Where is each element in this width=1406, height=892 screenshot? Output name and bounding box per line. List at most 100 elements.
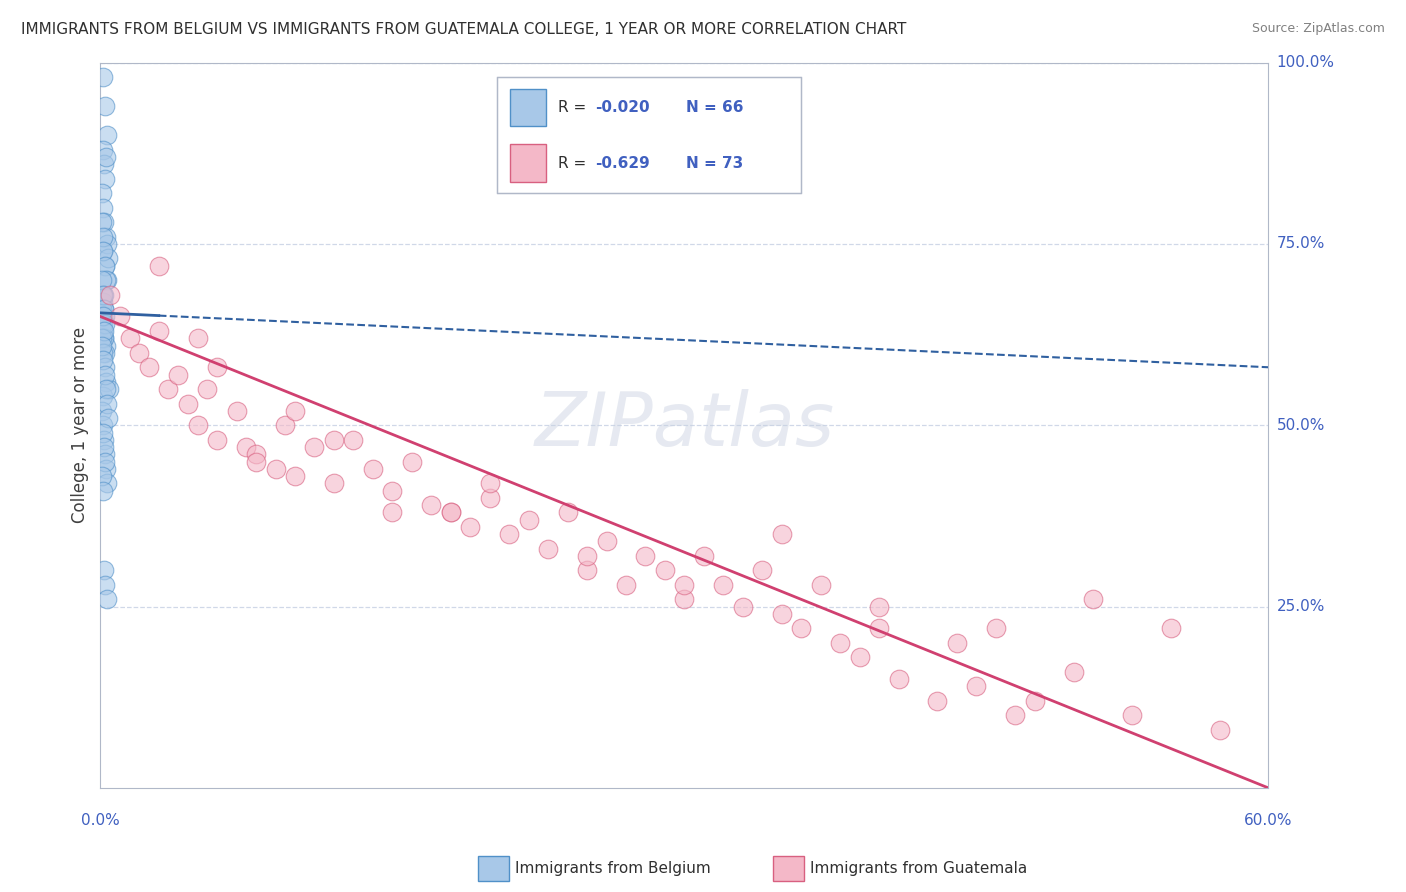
Point	[96, 128, 118, 143]
Point	[810, 578, 832, 592]
Point	[614, 578, 637, 592]
Point	[96, 273, 118, 287]
Point	[401, 454, 423, 468]
Point	[91, 389, 114, 403]
Point	[138, 360, 160, 375]
Point	[458, 520, 481, 534]
Point	[304, 440, 326, 454]
Point	[93, 345, 115, 359]
Point	[187, 331, 209, 345]
Point	[91, 201, 114, 215]
Point	[381, 483, 404, 498]
Point	[751, 563, 773, 577]
Point	[93, 244, 115, 259]
Point	[91, 70, 114, 84]
Point	[1209, 723, 1232, 737]
Point	[94, 375, 117, 389]
Point	[245, 447, 267, 461]
Point	[94, 454, 117, 468]
Point	[93, 353, 115, 368]
Point	[381, 505, 404, 519]
Point	[90, 404, 112, 418]
Point	[673, 578, 696, 592]
Point	[93, 368, 115, 382]
Point	[94, 317, 117, 331]
Point	[96, 150, 118, 164]
Point	[868, 621, 890, 635]
Point	[1004, 708, 1026, 723]
Point	[93, 433, 115, 447]
Point	[94, 99, 117, 113]
Point	[770, 527, 793, 541]
Text: 60.0%: 60.0%	[1244, 813, 1292, 828]
Text: Source: ZipAtlas.com: Source: ZipAtlas.com	[1251, 22, 1385, 36]
Point	[94, 338, 117, 352]
Point	[517, 512, 540, 526]
Point	[96, 592, 118, 607]
Point	[1024, 694, 1046, 708]
Point	[97, 382, 120, 396]
Point	[98, 287, 121, 301]
Point	[284, 469, 307, 483]
Text: 100.0%: 100.0%	[1277, 55, 1334, 70]
Point	[440, 505, 463, 519]
Point	[96, 237, 118, 252]
Point	[225, 404, 247, 418]
Point	[284, 404, 307, 418]
Point	[94, 447, 117, 461]
Point	[94, 578, 117, 592]
Point	[93, 215, 115, 229]
Point	[91, 302, 114, 317]
Point	[90, 215, 112, 229]
Point	[711, 578, 734, 592]
Point	[790, 621, 813, 635]
Point	[94, 310, 117, 324]
Point	[245, 454, 267, 468]
Point	[91, 295, 114, 310]
Point	[118, 331, 141, 345]
Point	[97, 411, 120, 425]
Y-axis label: College, 1 year or more: College, 1 year or more	[72, 327, 89, 524]
Point	[90, 287, 112, 301]
Point	[323, 433, 346, 447]
Text: ZIPatlas: ZIPatlas	[534, 389, 834, 461]
Point	[93, 331, 115, 345]
Point	[264, 462, 287, 476]
Point	[93, 331, 115, 345]
Point	[93, 302, 115, 317]
Point	[440, 505, 463, 519]
Point	[887, 672, 910, 686]
Point	[693, 549, 716, 563]
Point	[93, 259, 115, 273]
Text: 25.0%: 25.0%	[1277, 599, 1324, 614]
Point	[90, 469, 112, 483]
Point	[148, 259, 170, 273]
Point	[1160, 621, 1182, 635]
Point	[91, 425, 114, 440]
Point	[91, 317, 114, 331]
Point	[361, 462, 384, 476]
Point	[478, 491, 501, 505]
Point	[91, 317, 114, 331]
Point	[93, 287, 115, 301]
Point	[420, 498, 443, 512]
Point	[595, 534, 617, 549]
Point	[128, 345, 150, 359]
Point	[498, 527, 520, 541]
Point	[673, 592, 696, 607]
Point	[91, 310, 114, 324]
Point	[167, 368, 190, 382]
Point	[91, 331, 114, 345]
Text: 50.0%: 50.0%	[1277, 417, 1324, 433]
Point	[94, 259, 117, 273]
Point	[177, 396, 200, 410]
Point	[731, 599, 754, 614]
Point	[91, 338, 114, 352]
Point	[1083, 592, 1105, 607]
Point	[91, 418, 114, 433]
Point	[1063, 665, 1085, 679]
Point	[557, 505, 579, 519]
Point	[108, 310, 131, 324]
Point	[93, 324, 115, 338]
Point	[90, 273, 112, 287]
